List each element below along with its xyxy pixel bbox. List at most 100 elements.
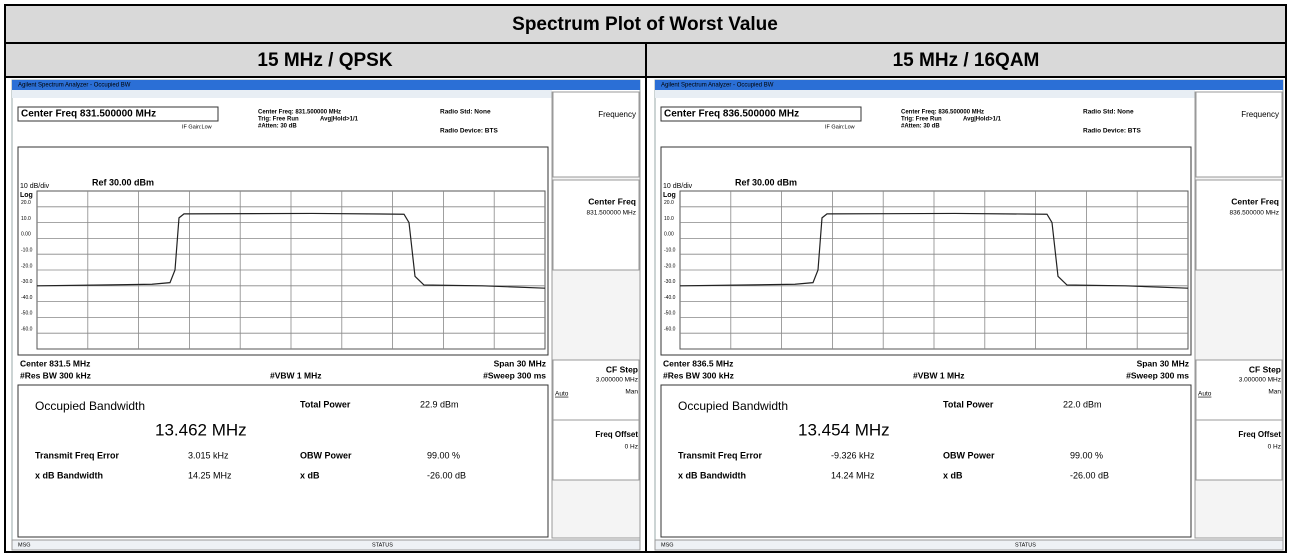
result-label: x dB Bandwidth — [678, 470, 746, 480]
softkey-value: 836.500000 MHz — [1229, 210, 1279, 217]
setting-text: IF Gain:Low — [825, 124, 855, 130]
y-label: 0.00 — [664, 232, 674, 238]
window-title: Agilent Spectrum Analyzer - Occupied BW — [661, 83, 774, 89]
span-label: Span 30 MHz — [494, 358, 546, 368]
softkey — [552, 359, 640, 421]
center-label: Center 836.5 MHz — [663, 358, 733, 368]
softkey-label: CF Step — [1249, 364, 1281, 374]
spectrum-trace — [679, 212, 1189, 289]
y-label: 10.0 — [21, 216, 31, 222]
softkey-label: Frequency — [598, 110, 636, 119]
result-value: 22.0 dBm — [1063, 399, 1102, 409]
softkey — [552, 419, 640, 481]
scale-label: 10 dB/div — [20, 183, 50, 190]
y-label: -10.0 — [664, 248, 676, 254]
softkey-label: Center Freq — [1231, 196, 1279, 206]
result-value: -9.326 kHz — [831, 450, 875, 460]
softkey-value: 0 Hz — [1268, 444, 1281, 451]
y-label: -10.0 — [21, 248, 33, 254]
result-label: OBW Power — [300, 450, 352, 460]
results-box — [17, 384, 549, 538]
span-label: Span 30 MHz — [1137, 358, 1189, 368]
status-text: STATUS — [372, 542, 393, 548]
y-label: -40.0 — [21, 295, 33, 301]
plot-frame — [660, 146, 1192, 356]
softkey-value: 0 Hz — [625, 444, 638, 451]
softkey-option: Auto — [1198, 391, 1212, 398]
result-value: 3.015 kHz — [188, 450, 229, 460]
window-title-bar — [12, 80, 640, 90]
result-value: 13.454 MHz — [798, 420, 890, 439]
window-title: Agilent Spectrum Analyzer - Occupied BW — [18, 83, 131, 89]
y-label: -60.0 — [21, 327, 33, 333]
y-label: -20.0 — [664, 263, 676, 269]
setting-text: Radio Device: BTS — [1083, 128, 1141, 135]
analyzer-screenshot: Agilent Spectrum Analyzer - Occupied BW C… — [654, 79, 1284, 551]
setting-text: Radio Std: None — [440, 109, 491, 116]
softkey-value: 3.000000 MHz — [596, 377, 638, 384]
setting-text: Avg|Hold>1/1 — [320, 117, 359, 123]
setting-text: Center Freq: 831.500000 MHz — [258, 110, 341, 116]
result-value: -26.00 dB — [1070, 470, 1109, 480]
status-bar — [654, 539, 1284, 551]
y-label: -30.0 — [21, 279, 33, 285]
setting-text: Radio Std: None — [1083, 109, 1134, 116]
sweep-label: #Sweep 300 ms — [1126, 370, 1189, 380]
setting-text: #Atten: 30 dB — [258, 124, 297, 130]
softkey-option: Man — [1268, 389, 1281, 396]
result-value: 99.00 % — [427, 450, 460, 460]
sweep-label: #Sweep 300 ms — [483, 370, 546, 380]
y-label: -40.0 — [664, 295, 676, 301]
setting-text: Avg|Hold>1/1 — [963, 117, 1002, 123]
center-freq-box — [660, 106, 862, 122]
y-label: 20.0 — [21, 200, 31, 206]
y-label: -60.0 — [664, 327, 676, 333]
result-label: Occupied Bandwidth — [35, 399, 145, 413]
y-label: 0.00 — [21, 232, 31, 238]
softkey — [1195, 359, 1283, 421]
y-label: -30.0 — [664, 279, 676, 285]
result-value: -26.00 dB — [427, 470, 466, 480]
softkey-option: Man — [625, 389, 638, 396]
result-label: x dB — [300, 470, 320, 480]
y-label: -50.0 — [21, 311, 33, 317]
log-label: Log — [20, 192, 33, 199]
y-label: -50.0 — [664, 311, 676, 317]
status-bar — [11, 539, 641, 551]
center-freq-box — [17, 106, 219, 122]
softkey — [1195, 179, 1283, 271]
result-value: 14.24 MHz — [831, 470, 875, 480]
rbw-label: #Res BW 300 kHz — [20, 370, 91, 380]
setting-text: Trig: Free Run — [258, 117, 299, 123]
status-text: STATUS — [1015, 542, 1036, 548]
status-row — [655, 90, 1195, 98]
setting-text: IF Gain:Low — [182, 124, 212, 130]
result-value: 22.9 dBm — [420, 399, 459, 409]
result-label: x dB — [943, 470, 963, 480]
ref-level: Ref 30.00 dBm — [735, 177, 797, 187]
status-msg: MSG — [661, 542, 674, 548]
softkey — [1195, 419, 1283, 481]
setting-text: Trig: Free Run — [901, 117, 942, 123]
result-label: Total Power — [943, 399, 994, 409]
result-value: 14.25 MHz — [188, 470, 232, 480]
analyzer-screenshot: Agilent Spectrum Analyzer - Occupied BW C… — [11, 79, 641, 551]
vbw-label: #VBW 1 MHz — [913, 370, 964, 380]
center-freq-box-text: Center Freq 831.500000 MHz — [21, 109, 156, 120]
y-label: -20.0 — [21, 263, 33, 269]
column-header: 15 MHz / 16QAM — [893, 50, 1040, 71]
title-row — [5, 5, 1286, 43]
rbw-label: #Res BW 300 kHz — [663, 370, 734, 380]
result-label: x dB Bandwidth — [35, 470, 103, 480]
result-label: Occupied Bandwidth — [678, 399, 788, 413]
result-value: 13.462 MHz — [155, 420, 247, 439]
result-label: OBW Power — [943, 450, 995, 460]
softkey-label: Center Freq — [588, 196, 636, 206]
softkey — [552, 179, 640, 271]
softkey-value: 3.000000 MHz — [1239, 377, 1281, 384]
softkey — [1195, 91, 1283, 178]
softkey-option: Auto — [555, 391, 569, 398]
results-box — [660, 384, 1192, 538]
table-title: Spectrum Plot of Worst Value — [512, 14, 778, 35]
